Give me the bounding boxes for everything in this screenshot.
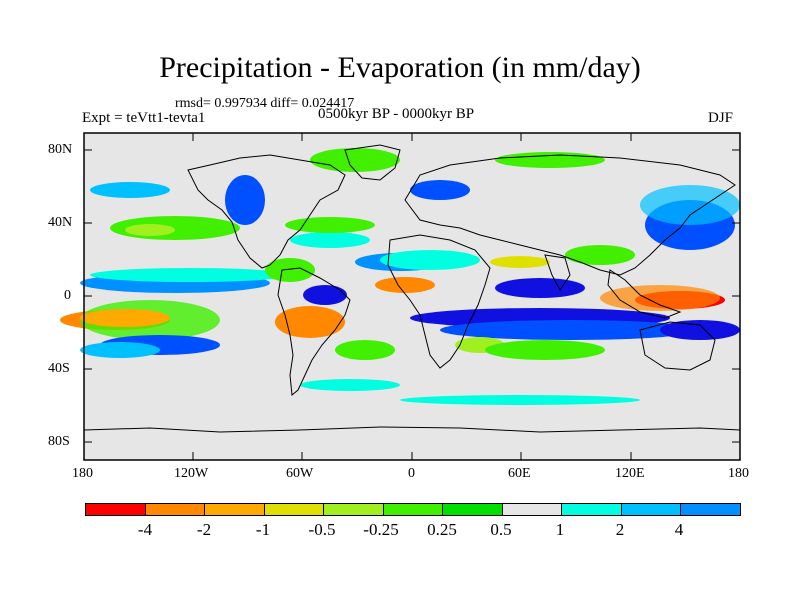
pattern-yellow-eastpac-south bbox=[80, 309, 170, 327]
pattern-yellow-northpac bbox=[125, 224, 175, 236]
coast-australia bbox=[639, 321, 716, 371]
colorbar-swatch bbox=[383, 504, 444, 515]
coast-north-america bbox=[187, 154, 346, 269]
pattern-green-southatl bbox=[335, 340, 395, 360]
pattern-cyan-eastpac bbox=[90, 268, 290, 282]
lat-tick-label: 40S bbox=[48, 361, 70, 376]
coast-antarctica bbox=[83, 426, 741, 433]
coast-africa bbox=[387, 234, 491, 369]
lon-tick-label: 0 bbox=[408, 466, 415, 481]
pattern-cyan-southatl bbox=[300, 379, 400, 391]
colorbar-label: 1 bbox=[555, 520, 565, 539]
pattern-green-asia bbox=[565, 245, 635, 265]
pattern-green-centralamerica bbox=[265, 258, 315, 282]
axis-ticks bbox=[84, 133, 740, 460]
colorbar-swatch bbox=[621, 504, 682, 515]
colorbar-label: 4 bbox=[674, 520, 684, 539]
lon-tick-label: 180 bbox=[72, 466, 93, 481]
lat-tick-label: 80S bbox=[48, 434, 70, 449]
coast-south-america bbox=[277, 267, 351, 396]
lon-tick-label: 60W bbox=[286, 466, 314, 481]
pattern-blue-europe bbox=[410, 180, 470, 200]
colorbar-swatch bbox=[324, 504, 384, 515]
coast-europe-asia bbox=[404, 154, 736, 276]
colorbar-label: -4 bbox=[137, 520, 153, 539]
pattern-blue-arabian bbox=[495, 278, 585, 298]
colorbar-swatch bbox=[502, 504, 563, 515]
period-line: 0500kyr BP - 0000kyr BP bbox=[318, 106, 475, 122]
colorbar-label: -1 bbox=[255, 520, 271, 539]
pattern-green-arctic bbox=[310, 148, 400, 172]
lon-tick-label: 120E bbox=[615, 466, 645, 481]
colorbar-label: -0.5 bbox=[308, 520, 336, 539]
pattern-green-northatl bbox=[285, 217, 375, 233]
pattern-orange-southamerica bbox=[275, 306, 345, 338]
stats-line: rmsd= 0.997934 diff= 0.024417 bbox=[175, 96, 355, 111]
pattern-yellow-southafrica bbox=[490, 256, 550, 268]
pattern-green-siberia bbox=[495, 152, 605, 168]
coast-india bbox=[544, 254, 571, 291]
pattern-orange-atlantic bbox=[375, 277, 435, 293]
pattern-deepblue-southwestpac bbox=[660, 320, 740, 340]
lat-tick-label: 0 bbox=[64, 288, 71, 303]
coastlines bbox=[83, 144, 741, 433]
colorbar-label: 2 bbox=[615, 520, 625, 539]
pattern-blue-indian bbox=[440, 320, 700, 340]
colorbar bbox=[85, 503, 741, 516]
colorbar-swatch bbox=[443, 504, 503, 515]
field-patterns bbox=[60, 148, 740, 405]
lon-tick-label: 120W bbox=[174, 466, 209, 481]
colorbar-label: 0.25 bbox=[427, 520, 457, 539]
pattern-blue-northamerica bbox=[225, 175, 265, 225]
lon-tick-label: 60E bbox=[508, 466, 531, 481]
map-title: Precipitation - Evaporation (in mm/day) bbox=[159, 51, 641, 84]
season-label: DJF bbox=[708, 110, 734, 126]
lon-tick-label: 180 bbox=[728, 466, 749, 481]
colorbar-label: -2 bbox=[196, 520, 212, 539]
colorbar-swatch bbox=[562, 504, 622, 515]
colorbar-swatch bbox=[86, 504, 146, 515]
coast-greenland bbox=[344, 144, 401, 181]
pattern-blue-amazon bbox=[303, 285, 347, 305]
pattern-blue-northpac bbox=[90, 182, 170, 198]
lat-tick-label: 80N bbox=[48, 142, 73, 157]
pattern-cyan-northatlantic bbox=[290, 232, 370, 248]
experiment-label: Expt = teVtt1-tevta1 bbox=[82, 110, 206, 126]
lat-tick-label: 40N bbox=[48, 215, 73, 230]
pattern-cyan-southpac bbox=[80, 342, 160, 358]
colorbar-label: 0.5 bbox=[490, 520, 512, 539]
pattern-green-indian bbox=[485, 340, 605, 360]
coast-southeast-asia bbox=[607, 269, 682, 319]
colorbar-label: -0.25 bbox=[363, 520, 399, 539]
pattern-orange-westpac bbox=[600, 285, 720, 311]
pattern-cyan-southernocean bbox=[400, 395, 640, 405]
colorbar-swatch bbox=[145, 504, 206, 515]
colorbar-swatch bbox=[205, 504, 265, 515]
pattern-cyan-sahara bbox=[380, 250, 480, 270]
colorbar-swatch bbox=[264, 504, 325, 515]
pattern-cyan-northwestpac bbox=[640, 185, 740, 225]
colorbar-swatch bbox=[681, 504, 741, 515]
